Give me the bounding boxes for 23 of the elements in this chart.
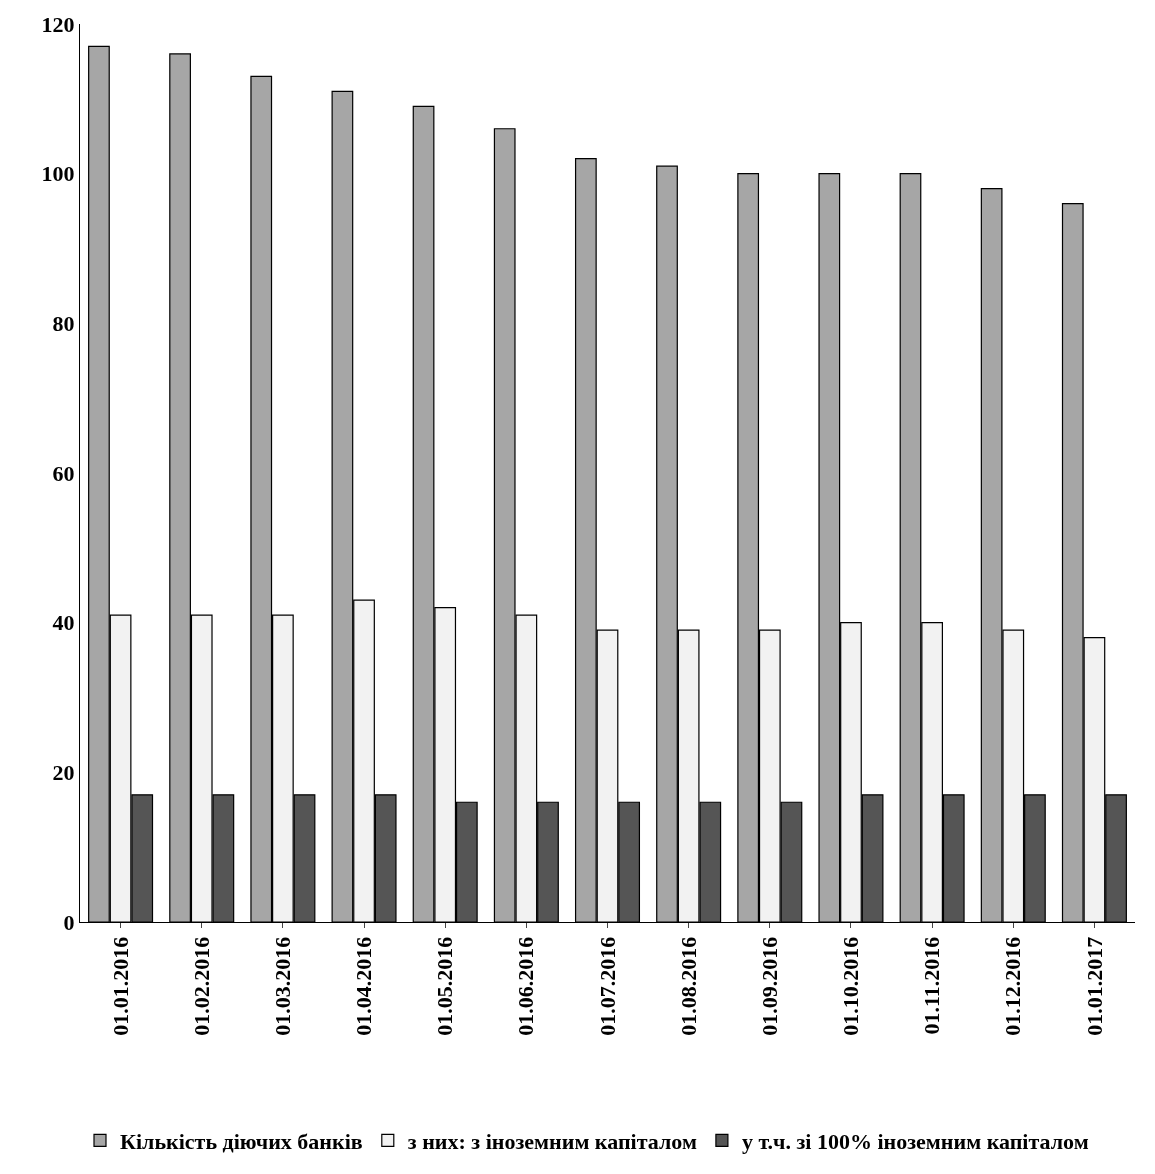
y-tick-label: 120 (41, 11, 75, 37)
y-tick-label: 0 (63, 909, 75, 935)
x-tick-label: 01.01.2016 (107, 936, 133, 1036)
y-tick-label: 100 (41, 161, 75, 187)
legend-label: Кількість діючих банків (120, 1128, 363, 1154)
x-tick-label: 01.10.2016 (838, 936, 864, 1036)
x-tick-label: 01.01.2017 (1081, 936, 1107, 1036)
y-tick-label: 20 (52, 760, 75, 786)
y-tick-label: 80 (52, 311, 75, 337)
x-tick-label: 01.08.2016 (675, 936, 701, 1036)
x-tick-label: 01.02.2016 (188, 936, 214, 1036)
x-tick-label: 01.07.2016 (594, 936, 620, 1036)
y-tick-label: 40 (52, 610, 75, 636)
legend-label: з них: з іноземним капіталом (407, 1128, 697, 1154)
y-tick-label: 60 (52, 460, 75, 486)
x-tick-label: 01.11.2016 (919, 936, 945, 1035)
x-tick-label: 01.06.2016 (513, 936, 539, 1036)
x-tick-label: 01.12.2016 (1000, 936, 1026, 1036)
x-tick-label: 01.04.2016 (351, 936, 377, 1036)
x-tick-label: 01.05.2016 (432, 936, 458, 1036)
x-tick-label: 01.09.2016 (756, 936, 782, 1036)
legend-label: у т.ч. зі 100% іноземним капіталом (741, 1128, 1089, 1154)
x-tick-label: 01.03.2016 (270, 936, 296, 1036)
